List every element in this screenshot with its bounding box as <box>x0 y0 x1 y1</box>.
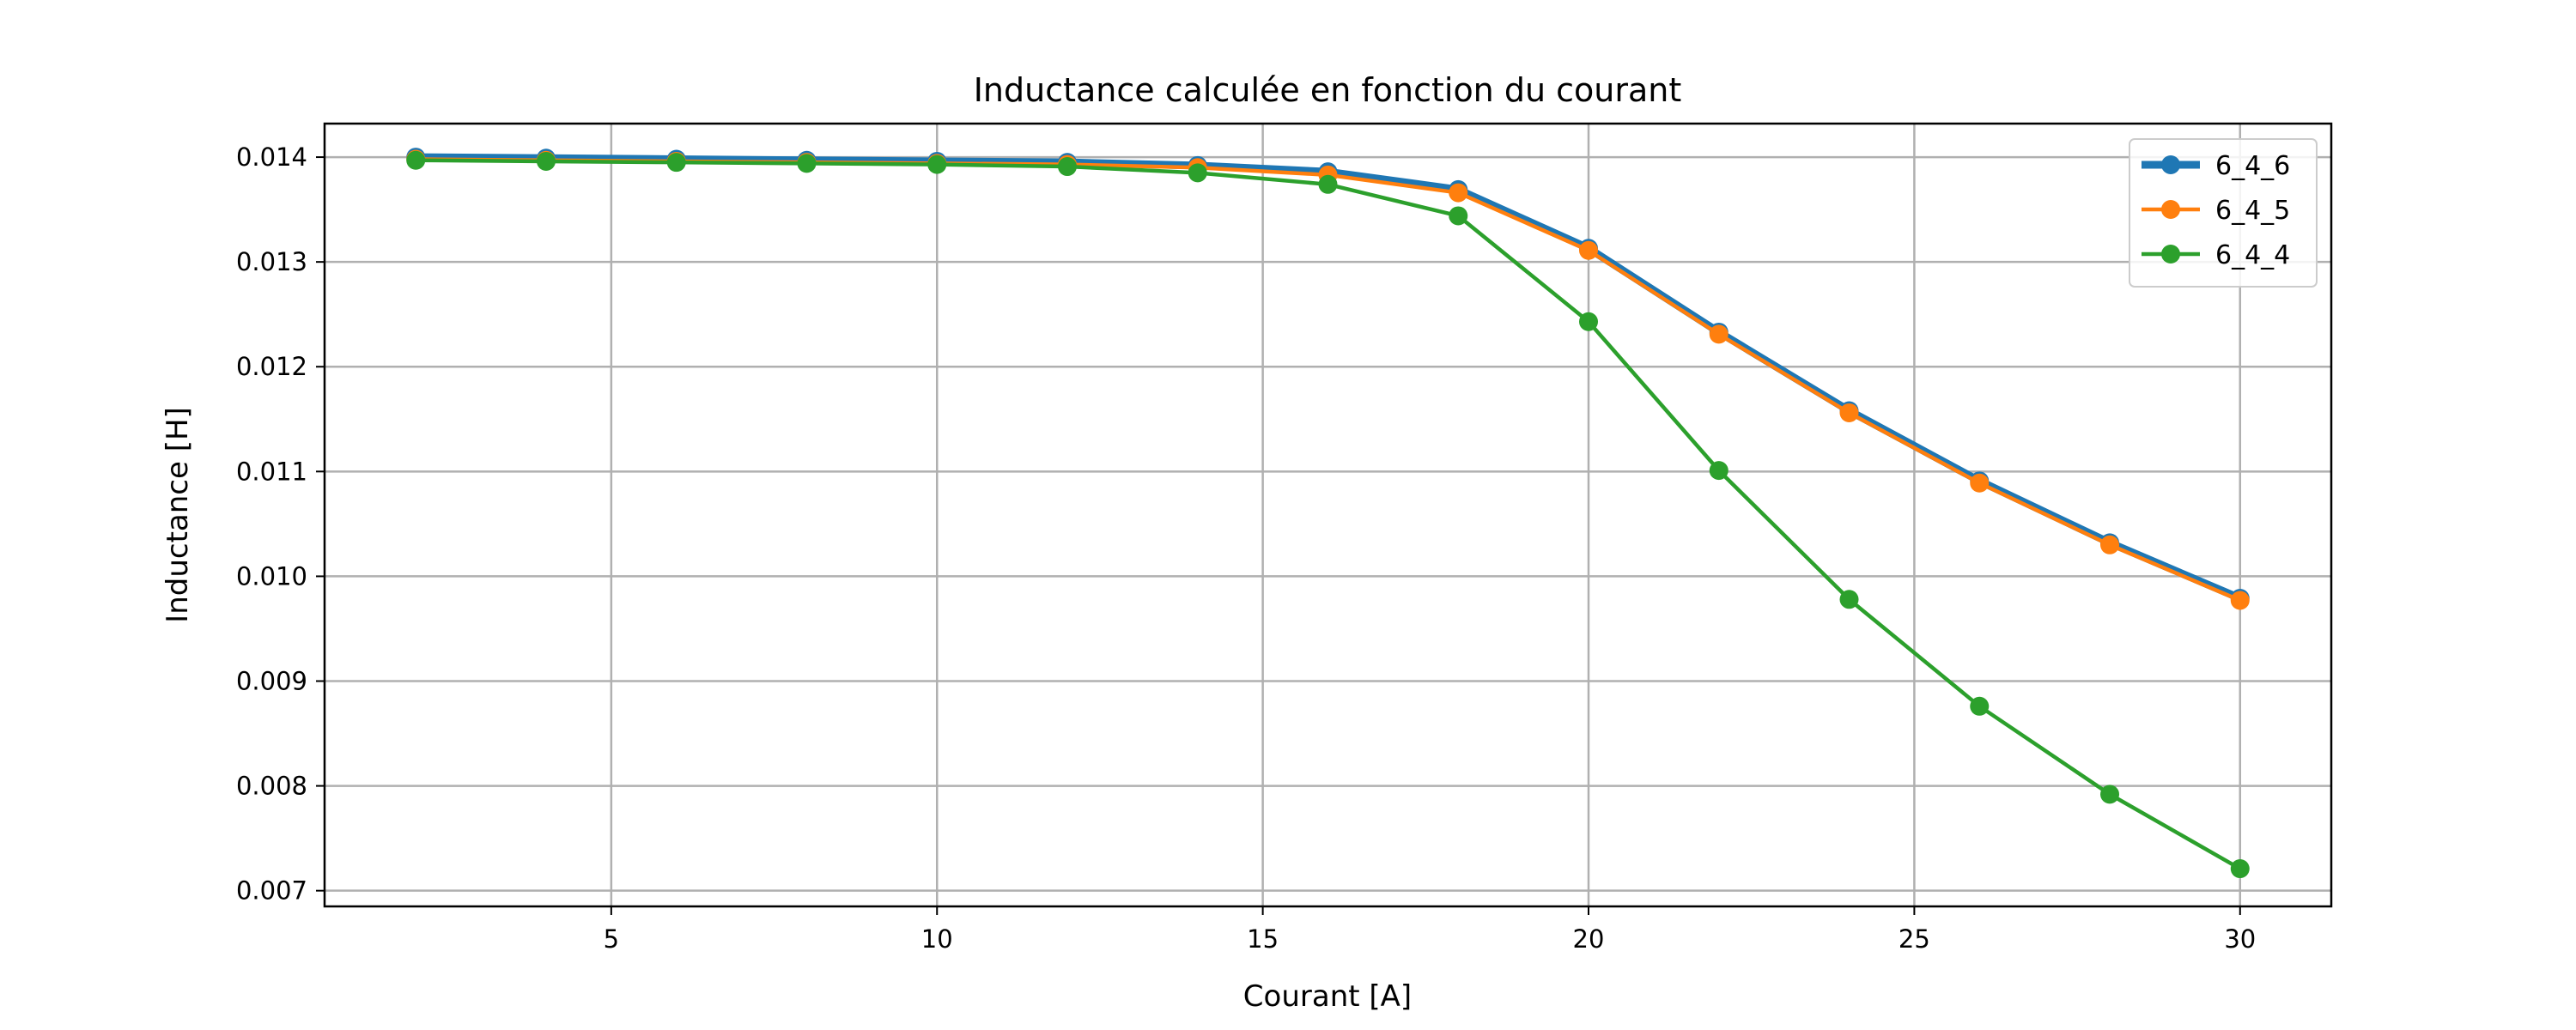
legend-label: 6_4_6 <box>2215 151 2290 181</box>
y-tick-label: 0.013 <box>236 247 307 276</box>
y-tick-label: 0.009 <box>236 667 307 696</box>
chart-title: Inductance calculée en fonction du coura… <box>974 71 1682 109</box>
legend: 6_4_6 6_4_5 6_4_4 <box>2129 138 2318 288</box>
legend-item: 6_4_4 <box>2142 240 2290 270</box>
x-tick-label: 20 <box>1573 924 1605 954</box>
data-point <box>1579 312 1599 331</box>
data-point <box>536 151 556 171</box>
data-point <box>1839 590 1859 609</box>
series-6_4_4 <box>406 150 2250 879</box>
y-tick-label: 0.014 <box>236 142 307 172</box>
y-tick-label: 0.010 <box>236 561 307 591</box>
data-point <box>1709 324 1728 344</box>
data-point <box>1970 473 1990 493</box>
data-point <box>1970 696 1990 716</box>
data-point <box>666 153 686 173</box>
data-point <box>1057 157 1077 177</box>
y-tick-label: 0.008 <box>236 772 307 801</box>
data-point <box>1449 206 1468 226</box>
data-point <box>406 150 426 170</box>
data-point <box>1188 163 1207 183</box>
x-tick-label: 30 <box>2224 924 2256 954</box>
legend-label: 6_4_5 <box>2215 196 2290 226</box>
data-point <box>927 154 947 174</box>
grid <box>325 124 2331 906</box>
legend-marker <box>2161 245 2180 264</box>
x-axis: 5 10 15 20 25 30 <box>604 906 2256 954</box>
x-tick-label: 25 <box>1899 924 1930 954</box>
data-point <box>2230 859 2250 879</box>
legend-label: 6_4_4 <box>2215 240 2290 270</box>
legend-marker <box>2161 200 2180 219</box>
x-tick-label: 5 <box>604 924 619 954</box>
y-axis: 0.007 0.008 0.009 0.010 0.011 0.012 0.013 0.014 <box>236 142 325 906</box>
x-tick-label: 10 <box>921 924 953 954</box>
data-point <box>2100 535 2120 554</box>
series-layer <box>406 148 2250 879</box>
plot-frame <box>323 122 2333 908</box>
data-point <box>797 154 817 173</box>
x-axis-label: Courant [A] <box>1243 979 1412 1014</box>
x-tick-label: 15 <box>1247 924 1279 954</box>
legend-item: 6_4_5 <box>2142 196 2290 226</box>
y-tick-label: 0.007 <box>236 876 307 906</box>
legend-item: 6_4_6 <box>2142 151 2290 181</box>
y-axis-label: Inductance [H] <box>161 407 195 623</box>
data-point <box>1839 403 1859 422</box>
data-point <box>2100 785 2120 804</box>
data-point <box>1318 174 1338 194</box>
data-point <box>2230 591 2250 610</box>
data-point <box>1709 461 1728 481</box>
y-tick-label: 0.011 <box>236 457 307 486</box>
legend-marker <box>2161 155 2180 174</box>
y-tick-label: 0.012 <box>236 352 307 381</box>
data-point <box>1449 183 1468 203</box>
data-point <box>1579 240 1599 260</box>
